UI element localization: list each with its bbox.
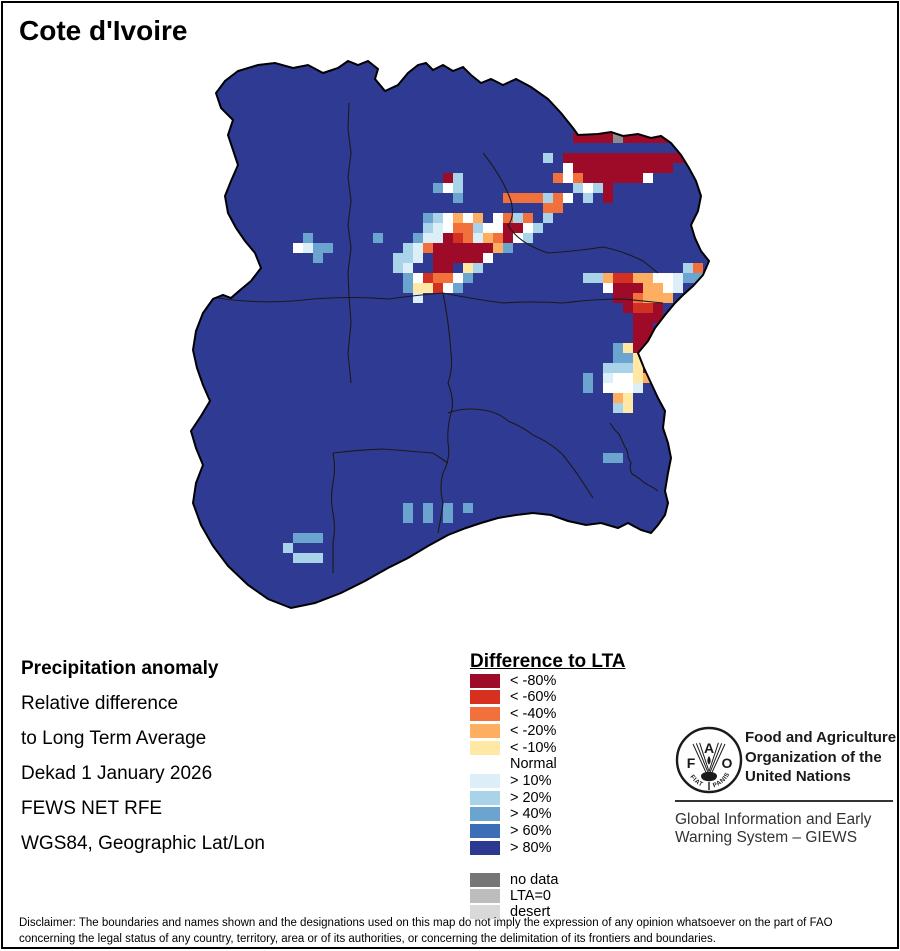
svg-text:F: F [687,755,696,771]
svg-text:O: O [722,755,733,771]
svg-text:A: A [704,740,714,756]
